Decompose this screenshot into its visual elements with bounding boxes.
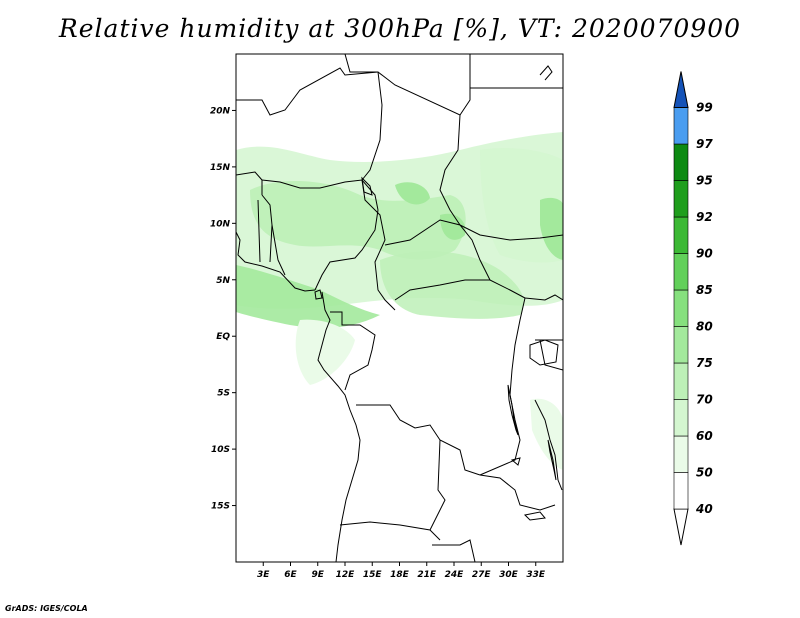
lat-tick-label: EQ (216, 332, 230, 342)
lon-tick-label: 27E (472, 570, 492, 580)
colorbar-label: 70 (696, 393, 713, 407)
colorbar-label: 80 (696, 320, 713, 334)
lon-tick-label: 15E (363, 570, 383, 580)
border-benin-togo (257, 194, 273, 263)
humidity-patch-east (530, 398, 563, 470)
colorbar-segment (673, 362, 689, 400)
coastline-west-africa (236, 231, 316, 292)
lon-tick-label: 6E (284, 570, 297, 580)
border-mali-niger (236, 171, 263, 195)
bioko-island (314, 289, 323, 300)
colorbar-segment (673, 399, 689, 437)
lake-chad (361, 176, 373, 196)
colorbar-segment (673, 216, 689, 254)
lon-tick-label: 33E (526, 570, 546, 580)
latitude-axis: 20N 15N 10N 5N EQ 5S 10S 15S (210, 106, 236, 512)
humidity-zone-gulf-of-guinea (236, 265, 380, 328)
lake-small-2 (523, 511, 546, 521)
lake-small-1 (510, 457, 521, 466)
lat-tick-label: 5S (217, 389, 230, 399)
colorbar-segment (673, 253, 689, 291)
colorbar-label: 85 (696, 283, 713, 297)
colorbar-label: 99 (696, 101, 713, 115)
coastline-central-africa (317, 291, 361, 562)
map-title: Relative humidity at 300hPa [%], VT: 202… (58, 14, 742, 43)
colorbar-label: 90 (696, 247, 713, 261)
humidity-patch-niger (395, 182, 430, 205)
border-tanzania (534, 399, 563, 491)
humidity-patch-central (440, 213, 466, 240)
lat-tick-label: 20N (210, 106, 231, 116)
border-chad-sudan (439, 114, 461, 226)
lon-tick-label: 9E (312, 570, 325, 580)
lon-tick-label: 21E (417, 570, 437, 580)
border-niger-nigeria (261, 179, 379, 211)
border-zambia-east (479, 474, 556, 511)
border-angola-namibia (339, 521, 441, 541)
colorbar-segment (673, 326, 689, 364)
border-drc-east (479, 297, 526, 476)
lon-tick-label: 18E (390, 570, 410, 580)
red-sea-coast (539, 65, 553, 81)
colorbar-segment (673, 180, 689, 218)
border-namibia-botswana (432, 539, 476, 562)
border-car-drc (394, 279, 526, 301)
lat-tick-label: 15S (211, 502, 230, 512)
lake-victoria (529, 339, 559, 366)
colorbar-label: 40 (695, 502, 713, 516)
humidity-patch-gabon (295, 319, 355, 385)
lake-tanganyika (507, 384, 519, 436)
border-angola-zambia (429, 439, 446, 531)
lat-tick-label: 15N (210, 163, 231, 173)
longitude-axis: 3E 6E 9E 12E 15E 18E 21E 24E 27E 30E 33E (257, 562, 546, 580)
boundaries (236, 54, 563, 562)
humidity-field (236, 132, 563, 470)
border-cameroon-car (361, 179, 396, 311)
border-congo-drc (330, 311, 376, 391)
lat-tick-label: 10S (211, 445, 230, 455)
humidity-zone-central-african (380, 251, 524, 319)
colorbar-segment (673, 435, 689, 473)
colorbar-label: 92 (696, 210, 713, 224)
colorbar-label: 75 (696, 356, 713, 370)
humidity-patch-ethiopia (540, 197, 563, 260)
colorbar-label: 60 (696, 429, 713, 443)
colorbar-bottom-arrow (673, 508, 689, 546)
lon-tick-label: 3E (257, 570, 270, 580)
border-drc-angola (356, 404, 481, 476)
border-libya-chad (377, 54, 471, 116)
lon-tick-label: 30E (499, 570, 519, 580)
colorbar-label: 97 (696, 137, 713, 151)
colorbar-segment (673, 143, 689, 181)
border-libya-niger (344, 54, 383, 181)
lat-tick-label: 5N (216, 276, 230, 286)
lon-tick-label: 12E (336, 570, 356, 580)
colorbar: 40 50 60 70 75 80 85 90 92 95 97 99 (673, 71, 713, 546)
colorbar-segment (673, 289, 689, 327)
border-sudan-southsudan (459, 224, 563, 241)
border-nigeria-cameroon (271, 209, 379, 291)
grads-credit: GrADS: IGES/COLA (5, 604, 88, 613)
colorbar-segment (673, 107, 689, 145)
colorbar-top-arrow (673, 71, 689, 108)
colorbar-label: 95 (696, 174, 713, 188)
border-uganda-kenya (524, 294, 563, 371)
lon-tick-label: 24E (445, 570, 465, 580)
lake-malawi (547, 439, 557, 481)
colorbar-segment (673, 472, 689, 510)
colorbar-label: 50 (696, 466, 713, 480)
lat-tick-label: 10N (210, 219, 231, 229)
border-algeria-niger (236, 67, 379, 116)
